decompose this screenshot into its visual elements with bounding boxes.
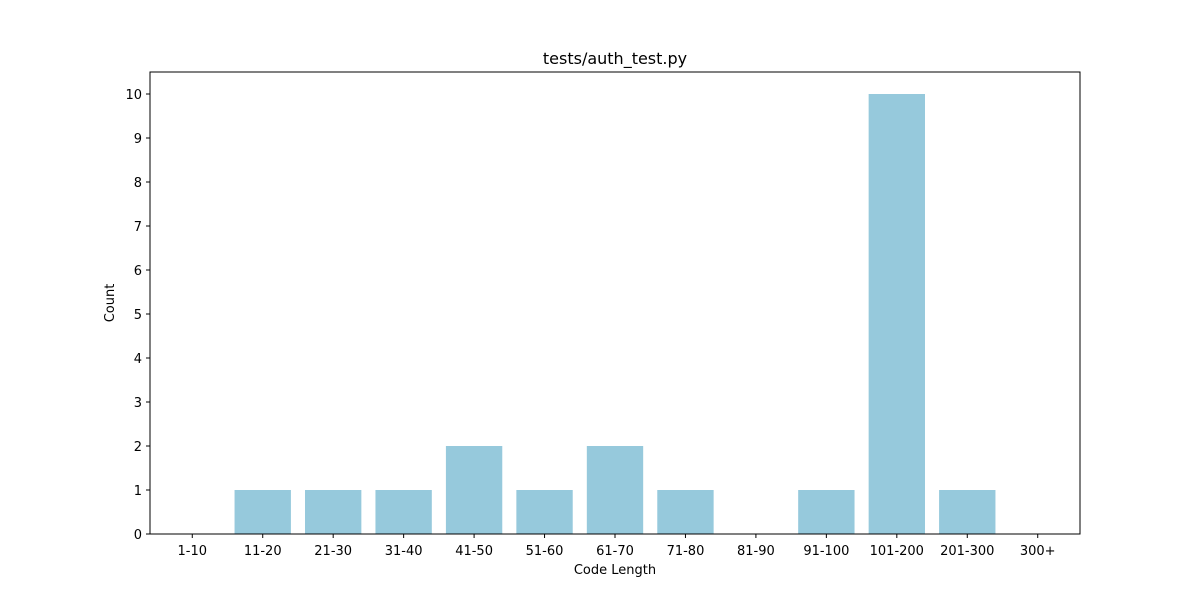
x-tick-label: 201-300 xyxy=(940,544,994,559)
y-tick-label: 7 xyxy=(134,220,142,235)
bar-31-40 xyxy=(375,490,432,534)
bar-91-100 xyxy=(798,490,855,534)
bar-101-200 xyxy=(868,94,925,534)
y-tick-label: 10 xyxy=(125,88,142,103)
x-tick-label: 61-70 xyxy=(596,544,634,559)
y-tick-label: 3 xyxy=(134,396,142,411)
y-tick-label: 9 xyxy=(134,132,142,147)
x-tick-label: 1-10 xyxy=(178,544,208,559)
x-tick-label: 300+ xyxy=(1020,544,1056,559)
chart-title: tests/auth_test.py xyxy=(543,49,687,69)
y-tick-label: 8 xyxy=(134,176,142,191)
y-tick-label: 0 xyxy=(134,528,142,543)
y-tick-label: 4 xyxy=(134,352,142,367)
y-tick-label: 2 xyxy=(134,440,142,455)
bar-41-50 xyxy=(445,446,503,534)
x-axis-label: Code Length xyxy=(574,563,656,578)
x-tick-label: 91-100 xyxy=(803,544,849,559)
x-tick-label: 71-80 xyxy=(667,544,705,559)
bar-21-30 xyxy=(305,490,362,534)
x-tick-label: 51-60 xyxy=(526,544,564,559)
y-tick-label: 5 xyxy=(134,308,142,323)
bar-61-70 xyxy=(586,446,644,534)
x-tick-label: 101-200 xyxy=(870,544,924,559)
bar-11-20 xyxy=(234,490,291,534)
y-axis-label: Count xyxy=(103,284,118,323)
x-tick-label: 31-40 xyxy=(385,544,423,559)
y-ticks-group: 0 1 2 3 4 5 6 7 8 9 10 xyxy=(125,88,150,543)
x-tick-label: 11-20 xyxy=(244,544,282,559)
x-tick-label: 81-90 xyxy=(737,544,775,559)
y-tick-label: 6 xyxy=(134,264,142,279)
bar-201-300 xyxy=(939,490,996,534)
x-ticks-group: 1-10 11-20 21-30 31-40 41-50 51-60 61-70 71-80 8… xyxy=(178,534,1056,559)
x-tick-label: 21-30 xyxy=(314,544,352,559)
bar-71-80 xyxy=(657,490,714,534)
x-tick-label: 41-50 xyxy=(455,544,493,559)
bar-51-60 xyxy=(516,490,573,534)
y-tick-label: 1 xyxy=(134,484,142,499)
bars-group xyxy=(234,94,996,534)
